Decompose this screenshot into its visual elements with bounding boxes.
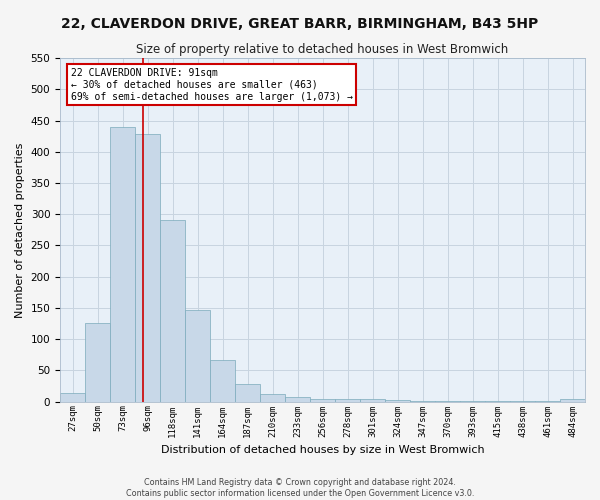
X-axis label: Distribution of detached houses by size in West Bromwich: Distribution of detached houses by size … (161, 445, 484, 455)
Bar (435, 401, 460, 402)
Bar (160, 220, 185, 402)
Bar (235, 384, 260, 402)
Title: Size of property relative to detached houses in West Bromwich: Size of property relative to detached ho… (136, 42, 509, 56)
Bar (85, 323, 110, 402)
Bar (110, 127, 135, 402)
Bar (210, 360, 235, 402)
Bar (560, 398, 585, 402)
Bar (135, 134, 160, 402)
Bar (460, 401, 485, 402)
Y-axis label: Number of detached properties: Number of detached properties (15, 142, 25, 318)
Bar (510, 401, 535, 402)
Text: 22 CLAVERDON DRIVE: 91sqm
← 30% of detached houses are smaller (463)
69% of semi: 22 CLAVERDON DRIVE: 91sqm ← 30% of detac… (71, 68, 353, 102)
Text: 22, CLAVERDON DRIVE, GREAT BARR, BIRMINGHAM, B43 5HP: 22, CLAVERDON DRIVE, GREAT BARR, BIRMING… (61, 18, 539, 32)
Bar (485, 401, 510, 402)
Bar (285, 396, 310, 402)
Bar (410, 401, 435, 402)
Bar (385, 400, 410, 402)
Bar (60, 393, 85, 402)
Bar (185, 310, 210, 402)
Bar (535, 401, 560, 402)
Text: Contains HM Land Registry data © Crown copyright and database right 2024.
Contai: Contains HM Land Registry data © Crown c… (126, 478, 474, 498)
Bar (310, 398, 335, 402)
Bar (260, 394, 285, 402)
Bar (360, 399, 385, 402)
Bar (335, 399, 360, 402)
